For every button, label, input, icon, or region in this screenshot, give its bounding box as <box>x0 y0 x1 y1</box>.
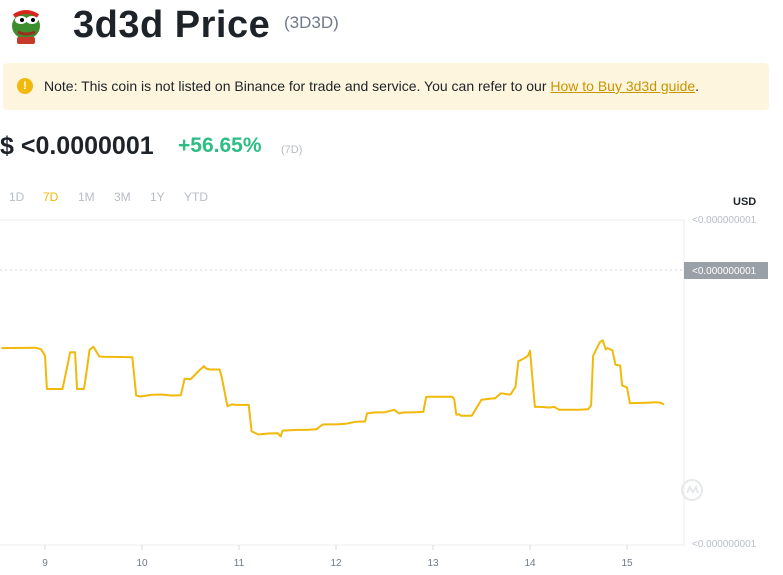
tab-1y[interactable]: 1Y <box>150 190 165 204</box>
tab-3m[interactable]: 3M <box>114 190 131 204</box>
note-text: Note: This coin is not listed on Binance… <box>44 78 699 94</box>
page-header: 3d3d Price (3D3D) <box>0 0 783 56</box>
price-line-series <box>1 339 665 438</box>
x-axis-ticks: 9 10 11 12 13 14 15 <box>42 545 633 569</box>
y-tick-top: <0.000000001 <box>692 215 757 226</box>
coin-symbol: (3D3D) <box>284 13 339 32</box>
x-tick-label: 13 <box>427 558 439 569</box>
current-price: $ <0.0000001 <box>0 132 154 160</box>
currency-label: USD <box>733 196 757 208</box>
tab-ytd[interactable]: YTD <box>184 190 208 204</box>
y-tick-bottom: <0.000000001 <box>692 539 757 550</box>
x-tick-label: 11 <box>234 558 245 569</box>
x-tick-label: 12 <box>330 558 342 569</box>
tab-1d[interactable]: 1D <box>9 190 25 204</box>
watermark-icon <box>681 479 703 501</box>
current-price-tag <box>684 262 768 279</box>
price-chart[interactable]: <0.000000001 <0.000000001 <0.000000001 9… <box>0 210 783 575</box>
page-title: 3d3d Price <box>73 4 271 46</box>
change-period: (7D) <box>281 144 303 156</box>
x-tick-label: 14 <box>524 558 536 569</box>
listing-note-banner: ! Note: This coin is not listed on Binan… <box>3 63 769 110</box>
tab-1m[interactable]: 1M <box>78 190 95 204</box>
price-change: +56.65% <box>178 134 262 157</box>
x-tick-label: 15 <box>621 558 633 569</box>
tab-7d[interactable]: 7D <box>43 190 59 204</box>
x-tick-label: 10 <box>136 558 148 569</box>
note-message: Note: This coin is not listed on Binance… <box>44 78 551 94</box>
note-suffix: . <box>695 78 700 94</box>
coin-logo-icon <box>12 10 40 44</box>
warning-icon: ! <box>17 78 33 94</box>
current-price-tag-label: <0.000000001 <box>692 266 757 277</box>
x-tick-label: 9 <box>42 558 48 569</box>
how-to-buy-link[interactable]: How to Buy 3d3d guide <box>550 78 696 94</box>
